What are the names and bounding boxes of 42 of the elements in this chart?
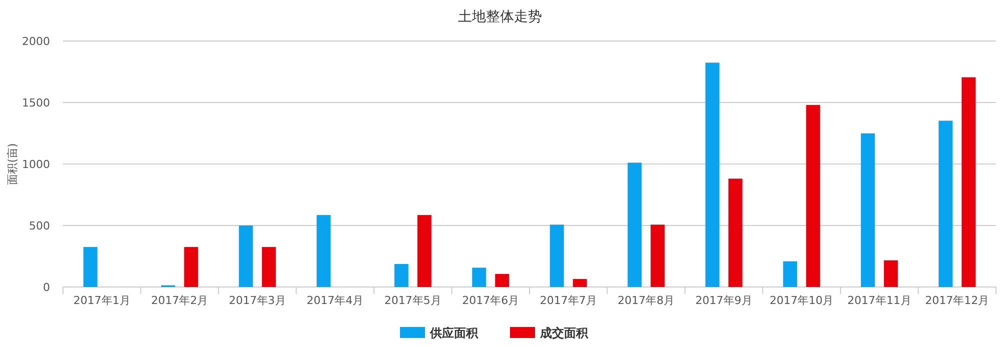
bar: [472, 268, 486, 287]
y-axis-title: 面积(亩): [6, 143, 19, 185]
y-tick-label: 0: [43, 281, 50, 294]
y-tick-label: 1500: [22, 96, 50, 110]
y-tick-label: 500: [29, 220, 50, 232]
bar: [550, 224, 564, 287]
bar: [316, 215, 331, 287]
x-tick-label: 2017年2月: [151, 294, 208, 307]
chart-title: 土地整体走势: [458, 9, 542, 25]
x-tick-label: 2017年3月: [228, 294, 286, 307]
x-tick-label: 2017年7月: [540, 294, 597, 307]
y-tick-label: 2000: [22, 35, 50, 48]
bar: [417, 215, 432, 287]
bar: [83, 247, 98, 287]
bar: [650, 224, 665, 287]
x-tick-label: 2017年12月: [925, 294, 990, 307]
bar: [938, 120, 953, 287]
x-tick-label: 2017年6月: [462, 294, 520, 307]
bar: [262, 247, 276, 287]
x-tick-label: 2017年10月: [770, 294, 834, 307]
bar: [628, 162, 642, 287]
bar: [184, 247, 198, 287]
x-tick-label: 2017年11月: [847, 294, 912, 307]
bar: [728, 178, 742, 287]
bar: [705, 62, 720, 287]
legend-label: 供应面积: [429, 326, 479, 340]
x-tick-label: 2017年5月: [384, 294, 442, 307]
bar: [884, 260, 898, 287]
bar: [572, 279, 587, 287]
legend-label: 成交面积: [539, 326, 589, 340]
x-tick-label: 2017年4月: [306, 294, 364, 307]
bar: [783, 261, 798, 287]
y-tick-label: 1000: [22, 158, 50, 171]
bar: [394, 264, 408, 287]
bar: [806, 104, 820, 287]
bar: [962, 77, 976, 287]
bar: [495, 274, 510, 287]
x-tick-label: 2017年9月: [695, 294, 752, 307]
x-tick-label: 2017年1月: [73, 294, 130, 307]
bar: [238, 226, 253, 287]
x-tick-label: 2017年8月: [618, 294, 675, 307]
bar: [860, 133, 875, 287]
